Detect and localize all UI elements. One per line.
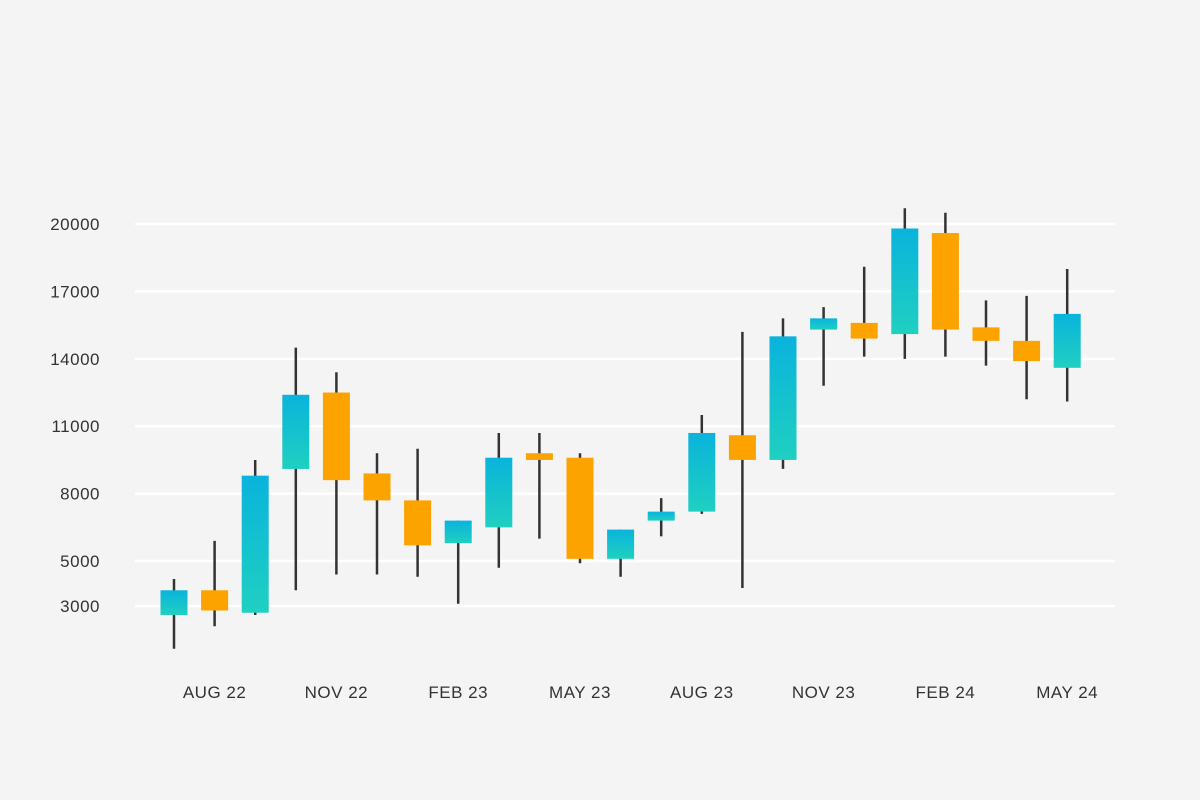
candle-body-up — [810, 318, 838, 330]
candle — [444, 520, 472, 604]
candle — [322, 372, 350, 575]
y-tick-label: 5000 — [60, 552, 100, 571]
candle-body-up — [444, 520, 472, 544]
candle-body-up — [160, 590, 188, 615]
y-tick-label: 11000 — [51, 417, 100, 436]
candle-body-down — [566, 457, 594, 559]
x-tick-label: FEB 23 — [428, 683, 488, 702]
candle — [404, 448, 432, 577]
candle — [688, 415, 716, 514]
candle — [201, 540, 229, 627]
candle — [850, 266, 878, 357]
candle-body-down — [931, 232, 959, 330]
candle-body-down — [850, 322, 878, 339]
candle — [810, 307, 838, 386]
candle — [525, 432, 553, 539]
y-tick-label: 20000 — [50, 215, 100, 234]
candle-body-down — [525, 453, 553, 460]
candle — [972, 300, 1000, 366]
candle-body-down — [363, 473, 391, 501]
y-tick-label: 14000 — [50, 350, 100, 369]
candle-body-up — [1053, 313, 1081, 368]
candle — [363, 453, 391, 575]
x-tick-label: FEB 24 — [916, 683, 976, 702]
candle — [1053, 268, 1081, 402]
candle-body-up — [282, 394, 310, 469]
candle-body-up — [891, 228, 919, 335]
candle-body-up — [769, 336, 797, 460]
candle — [728, 331, 756, 589]
candle — [891, 208, 919, 359]
y-axis: 3000 5000 8000 11000 14000 17000 20000 — [50, 215, 100, 616]
candle-body-down — [972, 327, 1000, 341]
candle-body-up — [485, 457, 513, 528]
candle — [769, 318, 797, 469]
candle — [282, 347, 310, 591]
candle — [1013, 295, 1041, 400]
y-tick-label: 8000 — [60, 485, 100, 504]
candle — [160, 579, 188, 649]
y-tick-label: 3000 — [60, 597, 100, 616]
candle — [241, 459, 269, 615]
candle-body-down — [201, 590, 229, 611]
x-tick-label: NOV 23 — [792, 683, 855, 702]
candle — [607, 529, 635, 577]
candle-body-down — [322, 392, 350, 481]
candle-body-down — [728, 435, 756, 460]
candle-body-down — [1013, 340, 1041, 362]
x-tick-label: MAY 24 — [1036, 683, 1098, 702]
candle-body-up — [241, 475, 269, 613]
candle — [647, 498, 675, 537]
x-tick-label: MAY 23 — [549, 683, 611, 702]
x-tick-label: AUG 23 — [670, 683, 733, 702]
y-tick-label: 17000 — [50, 282, 100, 301]
candle-body-up — [688, 432, 716, 512]
candle-body-down — [404, 500, 432, 546]
x-tick-label: NOV 22 — [305, 683, 368, 702]
x-axis: AUG 22 NOV 22 FEB 23 MAY 23 AUG 23 NOV 23 FEB … — [183, 683, 1098, 702]
candle — [931, 212, 959, 357]
candle-body-up — [607, 529, 635, 559]
candle — [485, 432, 513, 568]
candles — [160, 208, 1081, 649]
candle — [566, 453, 594, 564]
candle-body-up — [647, 511, 675, 521]
x-tick-label: AUG 22 — [183, 683, 246, 702]
